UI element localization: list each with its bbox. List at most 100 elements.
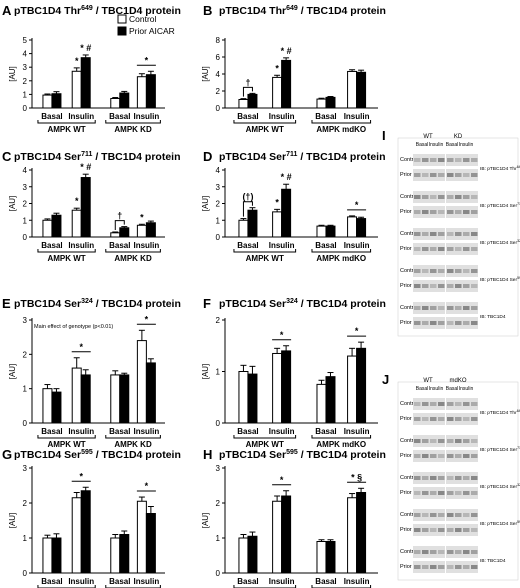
significance-mark: * § [351, 472, 362, 482]
group-label: AMPK KD [114, 254, 152, 263]
blot-band [422, 402, 429, 406]
group-label: AMPK WT [246, 254, 284, 263]
title-main: pTBC1D4 Ser [14, 449, 81, 461]
bar-prior-aicar [145, 222, 156, 238]
blot-band [430, 417, 437, 421]
blot-background [413, 317, 445, 329]
bar-prior-aicar [281, 188, 292, 238]
bar-prior-aicar [325, 96, 336, 109]
bar-control [110, 232, 121, 238]
blot-band [463, 439, 470, 443]
blot-band [463, 210, 470, 214]
bar-control [238, 99, 249, 109]
blot-band [455, 158, 462, 162]
blot-band [463, 417, 470, 421]
blot-background [413, 450, 445, 462]
category-label: Insulin [133, 112, 159, 121]
blot-background [413, 228, 445, 240]
blot-band [422, 210, 429, 214]
blot-band [455, 476, 462, 480]
blot-band [447, 454, 454, 458]
blot-band [463, 321, 470, 325]
bar-prior-aicar [80, 374, 91, 424]
bar-control [42, 94, 53, 109]
category-label: Insulin [344, 112, 370, 121]
y-tick-label: 2 [23, 77, 28, 86]
bar-prior-aicar [247, 373, 258, 424]
blot-background [413, 191, 445, 203]
blot-band [422, 550, 429, 554]
column-label: Basal [416, 142, 429, 148]
significance-bracket [114, 220, 125, 230]
blot-band [438, 210, 445, 214]
blot-row-label: Control [400, 401, 418, 407]
blot-strip [413, 487, 478, 499]
category-label: Basal [237, 577, 258, 586]
blot-background [446, 509, 478, 521]
blot-band [422, 269, 429, 273]
blot-band [422, 476, 429, 480]
panel-letter: E [2, 296, 11, 311]
blot-band [455, 402, 462, 406]
bar-prior-aicar [325, 541, 336, 574]
ib-sup: 324 [517, 483, 520, 487]
blot-band [463, 402, 470, 406]
blot-band [447, 528, 454, 532]
blot-row-label: Control [400, 438, 418, 444]
blot-background [446, 546, 478, 558]
blot-band [455, 232, 462, 236]
y-tick-label: 2 [23, 499, 28, 508]
blot-background [446, 487, 478, 499]
blot-band [471, 476, 478, 480]
blot-background [413, 243, 445, 255]
blot-background [413, 472, 445, 484]
blot-band [463, 550, 470, 554]
blot-background [446, 472, 478, 484]
bar-prior-aicar [356, 492, 367, 574]
category-label: Insulin [68, 427, 94, 436]
blot-background [446, 524, 478, 536]
bar-prior-aicar [281, 350, 292, 424]
blot-band [414, 513, 421, 517]
y-axis-label: [AU] [8, 66, 17, 82]
blot-band [414, 306, 421, 310]
y-axis-label: [AU] [8, 513, 17, 529]
group-label: AMPK WT [47, 125, 85, 134]
bar-control [136, 224, 147, 238]
y-tick-label: 1 [216, 368, 221, 377]
significance-mark: * [75, 56, 79, 66]
blot-band [463, 269, 470, 273]
blot-band [447, 306, 454, 310]
blot-band [430, 565, 437, 569]
blot-band [471, 439, 478, 443]
blot-band [463, 454, 470, 458]
bar-prior-aicar [325, 225, 336, 238]
blot-background [446, 317, 478, 329]
y-tick-label: 0 [216, 419, 221, 428]
blot-band [463, 158, 470, 162]
blot-strip [413, 280, 478, 292]
bar-control [238, 219, 249, 238]
blot-band [438, 402, 445, 406]
ib-sup: 324 [517, 239, 520, 243]
blot-band [438, 565, 445, 569]
blot-band [455, 513, 462, 517]
blot-band [414, 247, 421, 251]
column-label: Basal [446, 386, 459, 392]
bar-control [272, 500, 283, 574]
blot-band [447, 284, 454, 288]
group-label: AMPK WT [246, 440, 284, 449]
panel-letter: A [2, 3, 12, 18]
bar-control [71, 209, 82, 238]
blot-band [430, 550, 437, 554]
title-sup: 595 [286, 449, 298, 456]
ib-main: IB: pTBC1D4 Ser [480, 240, 517, 246]
blot-band [430, 306, 437, 310]
group-bracket [105, 120, 161, 124]
legend-swatch-prior-aicar [117, 26, 127, 36]
blot-band [414, 269, 421, 273]
blot-band [430, 247, 437, 251]
category-label: Basal [315, 577, 336, 586]
blot-band [414, 284, 421, 288]
